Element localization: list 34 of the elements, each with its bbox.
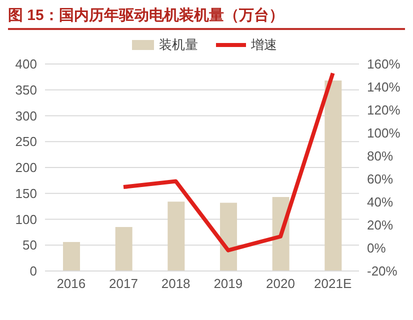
y2-tick-label: 80% <box>367 148 394 164</box>
bar <box>324 80 342 271</box>
line-series <box>122 71 335 252</box>
bar <box>115 227 132 271</box>
bar <box>63 242 80 271</box>
y2-tick-label: 0% <box>367 240 386 256</box>
legend-label: 装机量 <box>159 36 198 54</box>
x-tick-label: 2021E <box>314 276 352 292</box>
y-tick-label: 200 <box>15 160 37 176</box>
x-tick-label: 2018 <box>161 276 190 292</box>
y-tick-label: 300 <box>15 108 37 124</box>
chart-title: 图 15：国内历年驱动电机装机量（万台） <box>8 6 405 30</box>
y2-tick-label: 20% <box>367 218 394 233</box>
y2-tick-label: 40% <box>367 194 394 210</box>
y2-tick-label: 120% <box>367 102 401 118</box>
y2-tick-label: 100% <box>367 126 401 141</box>
y-tick-label: 350 <box>15 82 37 98</box>
y-tick-label: 100 <box>15 212 37 227</box>
legend-label: 增速 <box>251 36 277 54</box>
x-tick-label: 2020 <box>266 276 295 292</box>
x-tick-label: 2017 <box>109 276 138 292</box>
y-tick-label: 250 <box>15 134 37 150</box>
x-tick-label: 2019 <box>214 276 243 292</box>
y2-tick-label: 60% <box>367 172 394 187</box>
y2-tick-label: 140% <box>367 80 401 95</box>
y-tick-label: 150 <box>15 186 37 201</box>
x-tick-label: 2016 <box>56 276 86 292</box>
y-tick-label: 50 <box>22 238 37 253</box>
bar <box>168 202 185 271</box>
bar <box>220 202 237 271</box>
y-tick-label: 400 <box>15 56 37 72</box>
y2-tick-label: -20% <box>367 264 398 279</box>
y-tick-label: 0 <box>30 264 37 279</box>
y2-tick-label: 160% <box>367 56 401 72</box>
